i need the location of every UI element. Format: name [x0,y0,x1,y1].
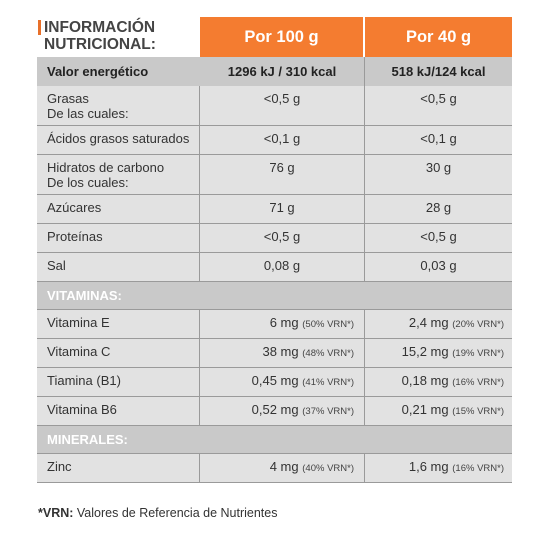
mineral-row: Zinc 4 mg (40% VRN*) 1,6 mg (16% VRN*) [37,454,512,483]
amount: 38 mg [262,344,299,359]
energy-row: Valor energético 1296 kJ / 310 kcal 518 … [37,57,512,86]
nutrient-label: Proteínas [37,224,200,252]
nutrient-row: Proteínas <0,5 g <0,5 g [37,224,512,253]
vitamin-value-100g: 0,45 mg (41% VRN*) [200,368,365,396]
nutrient-row: Hidratos de carbono De los cuales: 76 g … [37,155,512,195]
nutrient-row: Grasas De las cuales: <0,5 g <0,5 g [37,86,512,126]
vrn-percent: (15% VRN*) [452,406,504,417]
nutrient-value-100g: <0,1 g [200,126,365,154]
nutrient-value-100g: 0,08 g [200,253,365,281]
amount: 0,45 mg [251,373,299,388]
vitamin-label: Vitamina C [37,339,200,367]
table-header: INFORMACIÓN NUTRICIONAL: Por 100 g Por 4… [37,17,512,57]
nutrient-row: Sal 0,08 g 0,03 g [37,253,512,282]
vitamin-value-100g: 6 mg (50% VRN*) [200,310,365,338]
vrn-percent: (50% VRN*) [302,319,354,330]
nutrient-value-40g: 28 g [425,200,452,215]
amount: 0,21 mg [401,402,449,417]
footnote-key: *VRN: [38,506,74,520]
vrn-percent: (40% VRN*) [302,463,354,474]
nutrient-label-line1: Grasas [47,91,89,106]
nutrient-row: Azúcares 71 g 28 g [37,195,512,224]
vitamins-section-title: VITAMINAS: [37,282,512,310]
nutrient-value-100g: <0,5 g [200,86,365,125]
vitamin-row: Vitamina B6 0,52 mg (37% VRN*) 0,21 mg (… [37,397,512,426]
nutrient-label: Azúcares [37,195,200,223]
vrn-percent: (16% VRN*) [452,463,504,474]
vitamin-value-100g: 0,52 mg (37% VRN*) [200,397,365,425]
nutrient-label: Grasas De las cuales: [37,86,200,125]
column-header-40g: Por 40 g [365,17,512,57]
amount: 6 mg [269,315,299,330]
vrn-percent: (19% VRN*) [452,348,504,359]
nutrient-value-40g: <0,5 g [420,91,457,106]
vitamin-label: Tiamina (B1) [37,368,200,396]
nutrient-label-line1: Hidratos de carbono [47,160,165,175]
vitamin-label: Vitamina B6 [37,397,200,425]
nutrient-label: Hidratos de carbono De los cuales: [37,155,200,194]
vrn-percent: (48% VRN*) [302,348,354,359]
vitamin-row: Tiamina (B1) 0,45 mg (41% VRN*) 0,18 mg … [37,368,512,397]
energy-value-40g: 518 kJ/124 kcal [391,64,486,79]
nutrition-table: INFORMACIÓN NUTRICIONAL: Por 100 g Por 4… [37,17,512,483]
nutrient-value-100g: <0,5 g [200,224,365,252]
amount: 15,2 mg [401,344,449,359]
vitamin-row: Vitamina C 38 mg (48% VRN*) 15,2 mg (19%… [37,339,512,368]
energy-label: Valor energético [47,64,149,79]
title-line-1: INFORMACIÓN [44,19,156,36]
vitamin-row: Vitamina E 6 mg (50% VRN*) 2,4 mg (20% V… [37,310,512,339]
nutrient-value-40g: <0,1 g [420,131,457,146]
vrn-percent: (41% VRN*) [302,377,354,388]
amount: 0,52 mg [251,402,299,417]
nutrient-value-40g: 30 g [425,160,452,175]
table-title: INFORMACIÓN NUTRICIONAL: [37,17,200,57]
vrn-percent: (20% VRN*) [452,319,504,330]
vrn-percent: (16% VRN*) [452,377,504,388]
vitamin-label: Vitamina E [37,310,200,338]
column-header-100g: Por 100 g [200,17,365,57]
footnote-text: Valores de Referencia de Nutrientes [73,506,278,520]
vitamin-value-40g: 0,18 mg (16% VRN*) [365,368,512,396]
amount: 2,4 mg [408,315,449,330]
amount: 4 mg [269,459,299,474]
vitamin-value-40g: 2,4 mg (20% VRN*) [365,310,512,338]
nutrient-label-line2: De los cuales: [47,175,129,190]
vitamin-value-40g: 15,2 mg (19% VRN*) [365,339,512,367]
amount: 1,6 mg [408,459,449,474]
nutrient-value-100g: 76 g [200,155,365,194]
mineral-value-40g: 1,6 mg (16% VRN*) [365,454,512,482]
vitamin-value-40g: 0,21 mg (15% VRN*) [365,397,512,425]
vitamin-value-100g: 38 mg (48% VRN*) [200,339,365,367]
nutrient-value-40g: 0,03 g [420,258,457,273]
title-line-2: NUTRICIONAL: [44,36,156,53]
nutrient-value-40g: <0,5 g [420,229,457,244]
nutrient-row: Ácidos grasos saturados <0,1 g <0,1 g [37,126,512,155]
amount: 0,18 mg [401,373,449,388]
nutrient-label-line2: De las cuales: [47,106,129,121]
minerals-section-title: MINERALES: [37,426,512,454]
mineral-label: Zinc [37,454,200,482]
mineral-value-100g: 4 mg (40% VRN*) [200,454,365,482]
footnote: *VRN: Valores de Referencia de Nutriente… [38,506,277,520]
nutrient-label: Sal [37,253,200,281]
energy-value-100g: 1296 kJ / 310 kcal [200,57,365,86]
nutrient-value-100g: 71 g [200,195,365,223]
nutrient-label: Ácidos grasos saturados [37,126,200,154]
vrn-percent: (37% VRN*) [302,406,354,417]
